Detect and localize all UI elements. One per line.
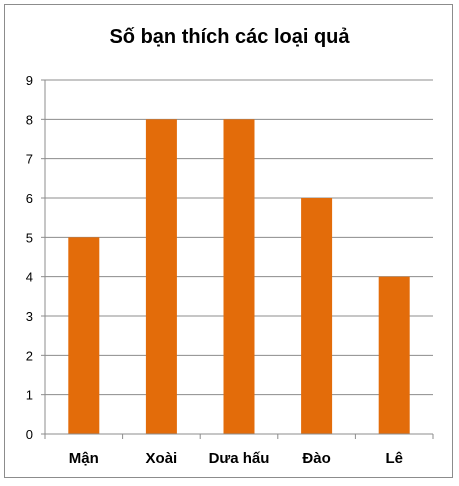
chart-title: Số bạn thích các loại quả <box>109 26 350 48</box>
x-category-label: Lê <box>385 450 403 467</box>
axes <box>41 79 434 439</box>
y-tick-label: 4 <box>26 270 33 285</box>
y-tick-label: 6 <box>26 191 33 206</box>
x-category-label: Dưa hấu <box>209 450 270 467</box>
bars <box>68 119 410 434</box>
y-tick-label: 7 <box>26 152 33 167</box>
bar <box>223 119 255 434</box>
x-category-label: Đào <box>302 450 330 467</box>
bar <box>68 237 100 434</box>
y-tick-label: 2 <box>26 348 33 363</box>
y-tick-label: 9 <box>26 73 33 88</box>
bar <box>301 198 333 434</box>
y-tick-label: 3 <box>26 309 33 324</box>
bar <box>145 119 177 434</box>
bar <box>378 276 410 434</box>
y-tick-label: 8 <box>26 112 33 127</box>
x-category-label: Mận <box>69 450 99 467</box>
y-tick-label: 5 <box>26 230 33 245</box>
y-tick-label: 0 <box>26 427 33 442</box>
x-category-label: Xoài <box>146 450 178 467</box>
axis-labels: 0 1 2 3 4 5 6 7 8 9 Mận Xoài Dưa hấu Đào Lê <box>26 73 403 467</box>
y-tick-label: 1 <box>26 388 33 403</box>
